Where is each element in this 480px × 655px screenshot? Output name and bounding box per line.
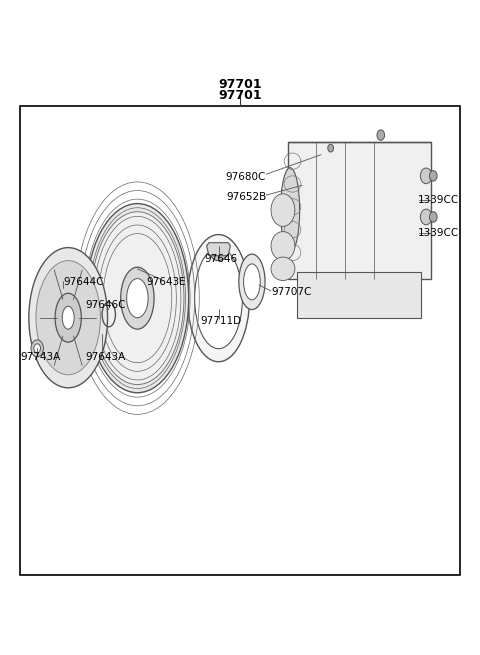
Ellipse shape	[271, 257, 295, 280]
Ellipse shape	[271, 232, 295, 260]
Text: 97707C: 97707C	[271, 287, 312, 297]
Ellipse shape	[120, 267, 154, 329]
Polygon shape	[206, 243, 230, 255]
Circle shape	[377, 130, 384, 140]
Circle shape	[31, 340, 43, 357]
Ellipse shape	[195, 248, 242, 348]
Text: 97743A: 97743A	[21, 352, 61, 362]
Text: 97701: 97701	[218, 90, 262, 102]
Circle shape	[328, 144, 334, 152]
Ellipse shape	[29, 248, 108, 388]
Text: 97644C: 97644C	[63, 277, 104, 287]
FancyBboxPatch shape	[297, 272, 421, 318]
Text: 97646C: 97646C	[85, 300, 125, 310]
Ellipse shape	[188, 234, 250, 362]
Text: 97646: 97646	[204, 254, 238, 264]
Text: 97652B: 97652B	[226, 192, 266, 202]
Circle shape	[430, 171, 437, 181]
Circle shape	[34, 344, 40, 353]
Ellipse shape	[243, 264, 260, 300]
Ellipse shape	[127, 278, 148, 318]
Ellipse shape	[281, 168, 300, 252]
Ellipse shape	[62, 307, 74, 329]
Circle shape	[420, 168, 432, 183]
Ellipse shape	[239, 254, 265, 310]
FancyBboxPatch shape	[21, 105, 459, 575]
Text: 1339CC: 1339CC	[418, 195, 459, 205]
Ellipse shape	[91, 212, 184, 384]
Circle shape	[420, 209, 432, 225]
Ellipse shape	[36, 261, 100, 375]
Text: 97701: 97701	[218, 79, 262, 92]
Ellipse shape	[210, 244, 227, 261]
FancyBboxPatch shape	[288, 141, 431, 278]
Ellipse shape	[55, 293, 81, 342]
Ellipse shape	[271, 194, 295, 227]
Text: 97680C: 97680C	[226, 172, 266, 183]
Ellipse shape	[86, 204, 189, 393]
Text: 1339CC: 1339CC	[418, 228, 459, 238]
Text: 97643E: 97643E	[146, 277, 186, 287]
Circle shape	[430, 212, 437, 222]
Text: 97711D: 97711D	[200, 316, 241, 326]
Text: 97643A: 97643A	[85, 352, 125, 362]
